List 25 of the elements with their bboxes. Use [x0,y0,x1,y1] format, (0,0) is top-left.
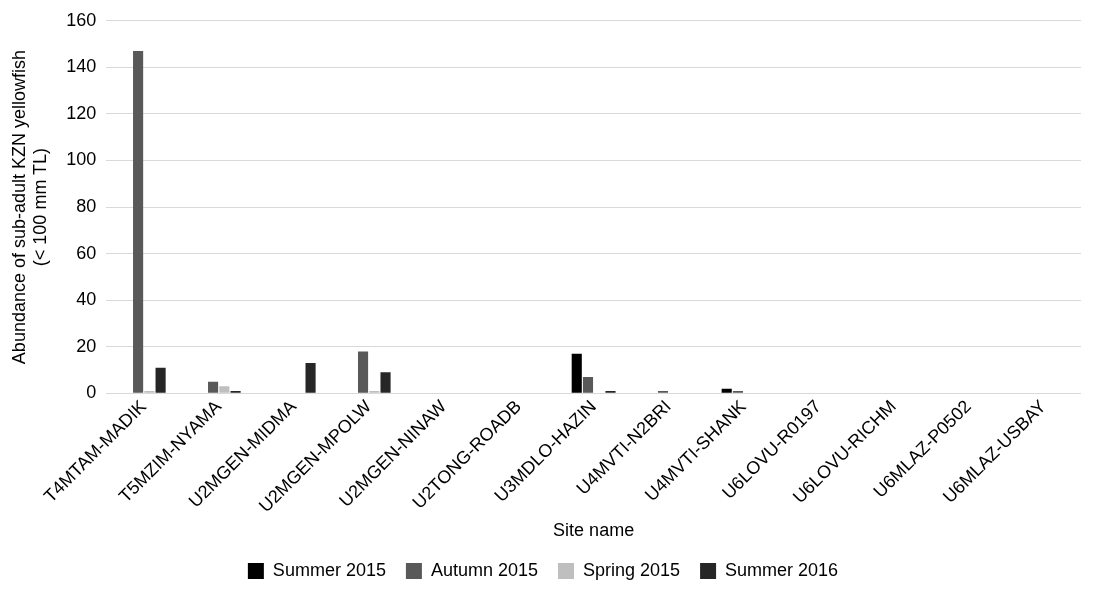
y-tick-label: 120 [66,102,97,123]
legend-label: Autumn 2015 [430,559,538,580]
y-tick-label: 80 [76,196,97,217]
y-tick-label: 140 [66,56,97,77]
y-tick-label: 0 [86,382,97,403]
bar [380,372,391,393]
legend-label: Spring 2015 [583,559,681,580]
bar [208,381,219,393]
bar [357,351,369,393]
y-tick-label: 20 [76,335,97,356]
y-axis-title: Abundance of sub-adult KZN yellowfish (< 100 mm TL) [8,49,51,365]
bar [155,367,166,393]
bar [721,388,732,393]
bar [219,386,230,393]
y-tick-label: 60 [76,242,97,263]
y-tick-label: 40 [76,289,97,310]
y-tick-label: 160 [66,9,97,30]
legend-label: Summer 2015 [272,559,386,580]
bar [571,353,582,393]
x-axis-title: Site name [553,520,635,541]
bar [582,377,594,393]
bar [305,363,316,393]
legend-label: Summer 2016 [725,559,839,580]
y-tick-label: 100 [66,149,97,170]
bar [133,51,144,393]
